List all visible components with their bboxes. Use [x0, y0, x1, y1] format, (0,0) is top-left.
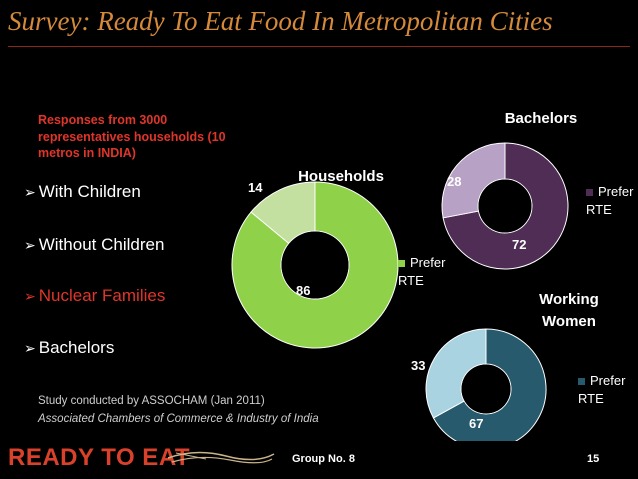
slide-title: Survey: Ready To Eat Food In Metropolita…	[8, 6, 553, 36]
study-org-line: Associated Chambers of Commerce & Indust…	[38, 413, 319, 425]
bachelors-main-value: 72	[512, 237, 527, 252]
study-line: Study conducted by ASSOCHAM (Jan 2011)	[38, 395, 265, 407]
bullet-item: ➢ With Children	[24, 182, 141, 202]
bullet-item: ➢ Without Children	[24, 235, 164, 255]
bullet-text: Nuclear Families	[38, 286, 166, 305]
bachelors-other-value: 28	[447, 174, 462, 189]
title-divider	[8, 46, 630, 47]
bachelors-chart-title: Bachelors	[504, 110, 578, 127]
households-chart-title: Households	[298, 168, 384, 185]
group-label: Group No. 8	[292, 453, 355, 465]
arrow-bullet-icon: ➢	[24, 237, 36, 253]
bachelors-slice-prefer-rte	[442, 142, 569, 270]
households-main-value: 86	[296, 283, 311, 298]
bullet-text: With Children	[38, 182, 141, 201]
bachelors-donut-hole	[478, 179, 532, 233]
working-women-main-value: 67	[469, 416, 484, 431]
working-women-donut-hole	[461, 364, 511, 414]
legend-label: Prefer RTE	[578, 373, 626, 406]
study-source: Study conducted by ASSOCHAM (Jan 2011) A…	[38, 392, 319, 428]
working-women-other-value: 33	[411, 358, 426, 373]
ready-to-eat-logo: READY TO EAT	[8, 444, 191, 471]
footer	[0, 441, 638, 479]
households-slice-prefer-rte	[231, 181, 399, 349]
arrow-bullet-icon: ➢	[24, 288, 36, 304]
bullet-text: Without Children	[38, 235, 165, 254]
bullet-item: ➢ Bachelors	[24, 338, 114, 358]
cutlery-decoration-icon	[167, 451, 275, 464]
legend-swatch	[586, 189, 593, 197]
working-women-slice-other	[425, 328, 487, 419]
arrow-bullet-icon: ➢	[24, 340, 36, 356]
bullet-item-highlighted: ➢ Nuclear Families	[24, 286, 165, 306]
bachelors-legend: Prefer RTE	[586, 183, 634, 219]
responses-note: Responses from 3000 representatives hous…	[38, 113, 226, 160]
households-slice-other	[250, 181, 316, 245]
households-donut-hole	[281, 231, 349, 299]
page-number: 15	[587, 453, 600, 465]
legend-label: Prefer RTE	[586, 184, 634, 217]
bullet-text: Bachelors	[38, 338, 115, 357]
bachelors-slice-other	[441, 142, 506, 219]
households-other-value: 14	[248, 180, 263, 195]
arrow-bullet-icon: ➢	[24, 184, 36, 200]
households-legend: Prefer RTE	[398, 254, 458, 290]
working-women-legend: Prefer RTE	[578, 372, 632, 408]
legend-label: Prefer RTE	[398, 255, 446, 288]
legend-swatch	[578, 378, 585, 386]
working-women-chart-title: Working Women	[539, 291, 599, 330]
working-women-slice-prefer-rte	[432, 328, 547, 441]
legend-swatch	[398, 260, 405, 268]
charts-canvas	[231, 142, 569, 441]
